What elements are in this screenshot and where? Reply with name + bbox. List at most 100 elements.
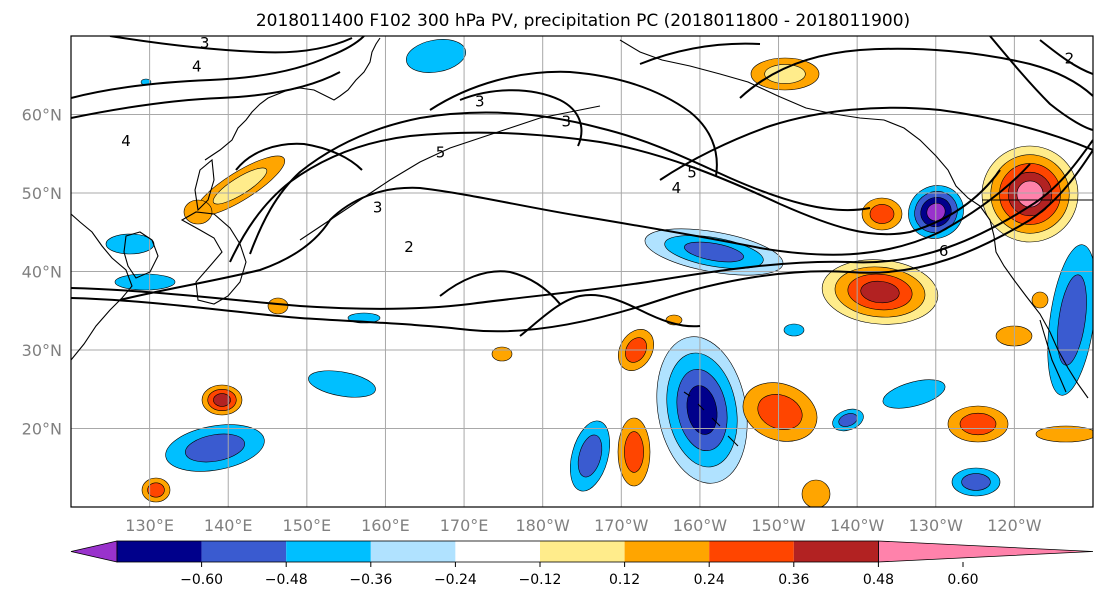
- colorbar-cell: [117, 541, 202, 562]
- colorbar-tick-label: 0.12: [609, 572, 640, 588]
- sakhalin-coast: [194, 158, 215, 212]
- precip-region: [882, 379, 946, 409]
- precip-region: [624, 431, 644, 473]
- pv-contour-label: 3: [475, 93, 485, 111]
- colorbar-cell: [540, 541, 625, 562]
- pv-contour: [429, 70, 718, 177]
- colorbar-tick-label: 0.60: [947, 572, 978, 588]
- colorbar-cell: [793, 541, 879, 562]
- colorbar-tick-label: −0.36: [349, 572, 392, 588]
- colorbar-tick-label: 0.36: [778, 572, 809, 588]
- pv-contour: [71, 139, 1093, 310]
- japan-coast: [180, 211, 247, 305]
- pv-contour: [519, 294, 701, 337]
- colorbar-tick-label: −0.24: [434, 572, 477, 588]
- precipitation-fill-layer: [105, 39, 1093, 507]
- pv-contour: [639, 42, 761, 65]
- lat-tick-label: 60°N: [22, 106, 62, 125]
- precip-region: [406, 39, 466, 73]
- lon-tick-label: 170°W: [594, 516, 649, 535]
- pv-contours-layer: [71, 36, 1093, 337]
- pv-contour-label: 2: [1065, 49, 1075, 67]
- precip-region: [185, 433, 245, 463]
- lat-tick-label: 40°N: [22, 263, 62, 282]
- precip-region: [961, 473, 991, 491]
- lon-tick-label: 160°E: [361, 516, 410, 535]
- colorbar-cell: [286, 541, 371, 562]
- axis-labels: 20°N 30°N 40°N 50°N 60°N 130°E 140°E 150°E 160°E…: [22, 106, 1042, 536]
- precip-region: [491, 346, 513, 362]
- colorbar-tick-label: −0.48: [265, 572, 308, 588]
- pv-contour-label: 5: [436, 144, 446, 162]
- precip-region: [860, 280, 900, 304]
- colorbar-extend-low: [70, 540, 118, 563]
- colorbar-cell: [455, 541, 540, 562]
- precip-region: [1057, 274, 1087, 366]
- precip-region: [213, 393, 231, 407]
- pv-contour: [249, 111, 871, 255]
- colorbar-tick-label: 0.24: [694, 572, 725, 588]
- lon-tick-label: 130°E: [125, 516, 174, 535]
- precip-region: [1035, 425, 1093, 443]
- precip-region: [147, 482, 165, 498]
- aleutian-chain: [299, 105, 601, 241]
- colorbar: −0.60 −0.48 −0.36 −0.24 −0.12 0.12 0.24 0.36 0.4…: [70, 540, 1094, 588]
- north-america-coast: [979, 205, 1089, 399]
- lat-tick-label: 20°N: [22, 420, 62, 439]
- lat-tick-label: 30°N: [22, 341, 62, 360]
- precip-region: [1016, 180, 1044, 208]
- colorbar-cell: [370, 541, 456, 562]
- pv-contour: [71, 149, 1093, 333]
- colorbar-tick-label: 0.48: [863, 572, 894, 588]
- pv-contour: [235, 142, 363, 171]
- pv-contour: [989, 36, 1093, 131]
- pv-contour-label: 5: [687, 163, 697, 181]
- pv-contour: [109, 36, 353, 54]
- colorbar-cell: [624, 541, 710, 562]
- precip-region: [684, 241, 744, 263]
- colorbar-tick-label: −0.12: [519, 572, 562, 588]
- precip-region: [959, 412, 997, 436]
- map-frame: [70, 35, 1094, 508]
- colorbar-ticks: −0.60 −0.48 −0.36 −0.24 −0.12 0.12 0.24 0.36 0.4…: [180, 562, 979, 588]
- precip-region: [267, 297, 289, 315]
- gridlines: [71, 36, 1093, 507]
- lat-tick-label: 50°N: [22, 184, 62, 203]
- precip-region: [757, 394, 803, 430]
- precip-region: [577, 434, 603, 478]
- pv-contour: [71, 36, 365, 99]
- precip-region: [114, 273, 176, 291]
- lon-tick-label: 140°W: [830, 516, 885, 535]
- precip-region: [686, 385, 718, 435]
- alaska-coast: [619, 39, 981, 207]
- pv-contour-label: 3: [373, 199, 383, 217]
- pv-contour: [119, 163, 1031, 301]
- map-title: 2018011400 F102 300 hPa PV, precipitatio…: [256, 11, 910, 31]
- pv-contour: [1039, 39, 1093, 75]
- precip-region: [801, 479, 831, 507]
- lon-tick-label: 150°E: [283, 516, 332, 535]
- colorbar-tick-label: −0.60: [180, 572, 223, 588]
- korea-coast: [123, 231, 159, 279]
- coastlines-layer: [71, 37, 1093, 447]
- lon-tick-label: 180°W: [516, 516, 571, 535]
- precip-region: [869, 204, 895, 224]
- lon-tick-label: 150°W: [751, 516, 806, 535]
- colorbar-outline: [116, 540, 879, 563]
- precip-region: [783, 323, 805, 337]
- colorbar-cell: [709, 541, 794, 562]
- pv-contour: [459, 89, 583, 147]
- pv-contour: [71, 71, 341, 119]
- lon-tick-label: 120°W: [987, 516, 1042, 535]
- kamchatka-coast: [204, 37, 381, 161]
- precip-region: [764, 64, 806, 84]
- pv-contour-label: 3: [562, 112, 572, 130]
- colorbar-cells: [70, 540, 1094, 563]
- colorbar-cell: [201, 541, 287, 562]
- china-coast: [71, 213, 133, 361]
- pv-contour-label: 4: [121, 132, 131, 150]
- pv-contour-label: 2: [404, 238, 414, 256]
